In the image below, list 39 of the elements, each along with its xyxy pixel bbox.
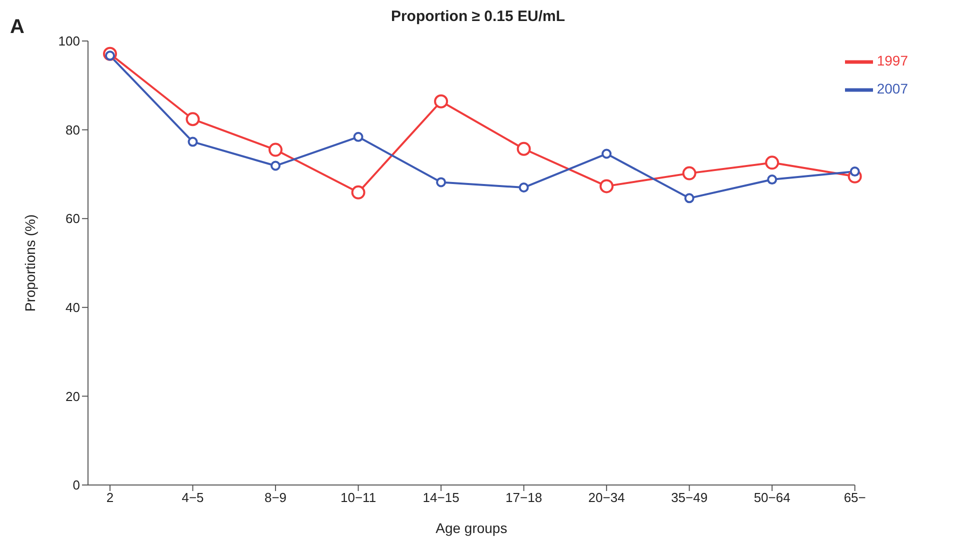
x-tick-label: 50−64 [754,490,790,506]
point [436,177,446,188]
x-tick-label: 35−49 [671,490,708,506]
x-tick-label: 2 [106,490,114,506]
point [353,132,364,142]
point [186,112,200,126]
point [188,136,198,147]
point [516,142,531,156]
x-tick-label: 17−18 [506,490,542,506]
point [268,142,283,157]
y-tick-label: 60 [66,211,80,226]
point [600,179,614,194]
text: A [10,16,24,39]
point [684,193,694,204]
y-tick-label: 0 [72,478,80,493]
point [518,182,529,193]
point [351,185,366,200]
point [767,174,778,185]
x-tick-label: 4−5 [182,490,204,506]
legend-label: 1997 [876,52,908,69]
point [765,156,780,170]
y-axis-title: Proportions (%) [22,214,38,312]
point [602,148,612,159]
legend-label: 2007 [876,80,908,97]
point [850,166,860,177]
point [270,160,281,171]
x-tick-label: 20−34 [588,490,625,506]
y-tick-label: 80 [66,122,80,138]
x-tick-label: 10−11 [340,490,376,506]
x-tick-label: 14−15 [422,490,460,506]
y-tick-label: 20 [66,388,80,404]
x-axis-title: Age groups [436,520,508,536]
x-tick-label: 8−9 [264,490,287,506]
y-tick-label: 40 [66,300,80,316]
y-tick-label: 100 [58,34,80,49]
point [682,166,696,180]
point [434,94,448,108]
chart-title: Proportion ≥ 0.15 EU/mL [390,8,566,25]
x-tick-label: 65− [844,490,866,506]
